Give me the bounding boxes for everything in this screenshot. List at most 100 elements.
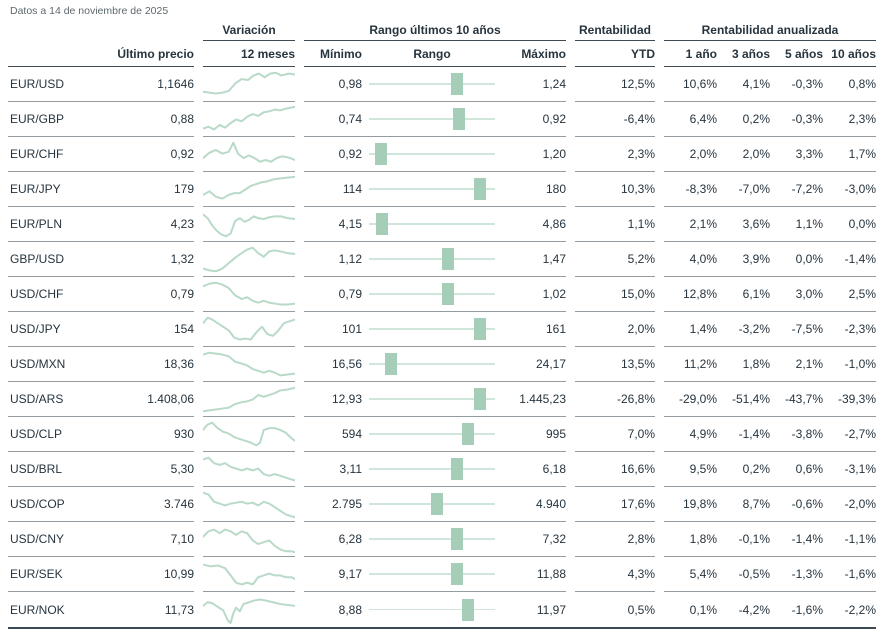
ytd-cell: 17,6%: [575, 487, 655, 522]
annualized-returns-cell: 4,9% -1,4% -3,8% -2,7%: [664, 417, 876, 452]
last-price-value: 18,36: [163, 357, 194, 371]
return-5y-value: 0,6%: [795, 462, 823, 476]
sparkline-12m: [203, 417, 295, 452]
sparkline-12m: [203, 522, 295, 557]
range-max-value: 4.940: [535, 497, 566, 511]
pair-price-cell: EUR/SEK 10,99: [8, 557, 194, 592]
sparkline-chart: [203, 598, 295, 624]
ytd-value: -26,8%: [616, 392, 655, 406]
annualized-returns-cell: 19,8% 8,7% -0,6% -2,0%: [664, 487, 876, 522]
range-position-marker: [374, 143, 387, 165]
range-track-line: [369, 468, 495, 470]
range-10y-cell: 4,15 4,86: [304, 207, 566, 242]
last-price-value: 3.746: [163, 497, 194, 511]
return-10y-value: -1,1%: [844, 532, 876, 546]
table-row: USD/BRL 5,30 3,11 6,18 16,6% 9,5% 0,2% 0…: [8, 452, 876, 487]
return-10y-value: -3,0%: [844, 182, 876, 196]
return-5y-value: -43,7%: [784, 392, 823, 406]
sparkline-chart: [203, 528, 295, 553]
ytd-value: 5,2%: [627, 252, 655, 266]
sparkline-chart: [203, 141, 295, 163]
ytd-value: 0,5%: [627, 602, 655, 617]
sparkline-chart: [203, 246, 295, 272]
ytd-cell: 12,5%: [575, 67, 655, 102]
range-10y-cell: 594 995: [304, 417, 566, 452]
ytd-cell: 16,6%: [575, 452, 655, 487]
table-row: USD/CHF 0,79 0,79 1,02 15,0% 12,8% 6,1% …: [8, 277, 876, 312]
table-row: EUR/GBP 0,88 0,74 0,92 -6,4% 6,4% 0,2% -…: [8, 102, 876, 137]
last-price-value: 7,10: [170, 532, 194, 546]
range-track-line: [369, 398, 495, 400]
ytd-value: 2,3%: [627, 147, 655, 161]
range-10y-cell: 3,11 6,18: [304, 452, 566, 487]
return-5y-value: -3,8%: [791, 427, 823, 441]
ytd-cell: 5,2%: [575, 242, 655, 277]
range-min-value: 0,92: [338, 147, 362, 161]
range-track-line: [369, 573, 495, 575]
annualized-returns-cell: 6,4% 0,2% -0,3% 2,3%: [664, 102, 876, 137]
table-body: EUR/USD 1,1646 0,98 1,24 12,5% 10,6% 4,1…: [8, 67, 876, 627]
pair-price-cell: EUR/GBP 0,88: [8, 102, 194, 137]
ytd-value: 4,3%: [627, 567, 655, 581]
range-max-value: 1,47: [542, 252, 566, 266]
last-price-value: 0,88: [170, 112, 194, 126]
col-header-years-group: 1 año 3 años 5 años 10 años: [664, 41, 876, 67]
ytd-value: -6,4%: [623, 112, 655, 126]
range-track: [369, 246, 495, 272]
sparkline-12m: [203, 382, 295, 417]
annualized-returns-cell: 10,6% 4,1% -0,3% 0,8%: [664, 67, 876, 102]
return-5y-value: -0,3%: [791, 112, 823, 126]
sparkline-chart: [203, 456, 295, 481]
return-3y-value: 2,0%: [742, 147, 770, 161]
range-position-marker: [430, 493, 443, 515]
ytd-cell: 7,0%: [575, 417, 655, 452]
last-price-value: 1.408,06: [147, 392, 194, 406]
ytd-cell: 0,5%: [575, 592, 655, 627]
range-track-line: [369, 223, 495, 225]
last-price-value: 0,79: [170, 287, 194, 301]
range-track-line: [369, 608, 495, 611]
ytd-cell: -6,4%: [575, 102, 655, 137]
range-track: [369, 71, 495, 97]
range-min-value: 12,93: [331, 392, 362, 406]
range-track-line: [369, 538, 495, 540]
pair-price-cell: USD/BRL 5,30: [8, 452, 194, 487]
annualized-returns-cell: 1,8% -0,1% -1,4% -1,1%: [664, 522, 876, 557]
last-price-value: 11,73: [164, 602, 194, 617]
table-row: EUR/USD 1,1646 0,98 1,24 12,5% 10,6% 4,1…: [8, 67, 876, 102]
last-price-value: 0,92: [170, 147, 194, 161]
return-1y-value: 11,2%: [683, 357, 717, 371]
return-3y-value: -0,5%: [738, 567, 770, 581]
annualized-returns-cell: 4,0% 3,9% 0,0% -1,4%: [664, 242, 876, 277]
ytd-value: 1,1%: [627, 217, 655, 231]
return-3y-value: -0,1%: [738, 532, 770, 546]
range-10y-cell: 101 161: [304, 312, 566, 347]
return-1y-value: 2,1%: [689, 217, 717, 231]
table-row: EUR/CHF 0,92 0,92 1,20 2,3% 2,0% 2,0% 3,…: [8, 137, 876, 172]
col-header-range-group: Mínimo Rango Máximo: [304, 41, 566, 67]
pair-price-cell: USD/ARS 1.408,06: [8, 382, 194, 417]
table-row: USD/COP 3.746 2.795 4.940 17,6% 19,8% 8,…: [8, 487, 876, 522]
col-header-rango: Rango: [413, 47, 451, 61]
return-3y-value: 1,8%: [742, 357, 770, 371]
sparkline-chart: [203, 491, 295, 518]
return-10y-value: -2,2%: [844, 602, 876, 617]
col-header-1-ano: 1 año: [685, 47, 717, 61]
fx-table: Variación Rango últimos 10 años Rentabil…: [8, 22, 876, 629]
ytd-value: 12,5%: [620, 77, 655, 91]
return-3y-value: 4,1%: [742, 77, 770, 91]
return-5y-value: -1,4%: [791, 532, 823, 546]
range-track: [369, 176, 495, 202]
sparkline-12m: [203, 312, 295, 347]
range-position-marker: [462, 423, 475, 445]
annualized-returns-cell: 12,8% 6,1% 3,0% 2,5%: [664, 277, 876, 312]
range-position-marker: [473, 388, 486, 410]
return-10y-value: -2,7%: [844, 427, 876, 441]
ytd-cell: 2,8%: [575, 522, 655, 557]
return-10y-value: -1,0%: [844, 357, 876, 371]
annualized-returns-cell: 9,5% 0,2% 0,6% -3,1%: [664, 452, 876, 487]
range-track: [369, 597, 495, 623]
currency-pair-label: USD/CLP: [10, 427, 63, 441]
return-1y-value: 4,9%: [689, 427, 717, 441]
ytd-cell: 2,3%: [575, 137, 655, 172]
